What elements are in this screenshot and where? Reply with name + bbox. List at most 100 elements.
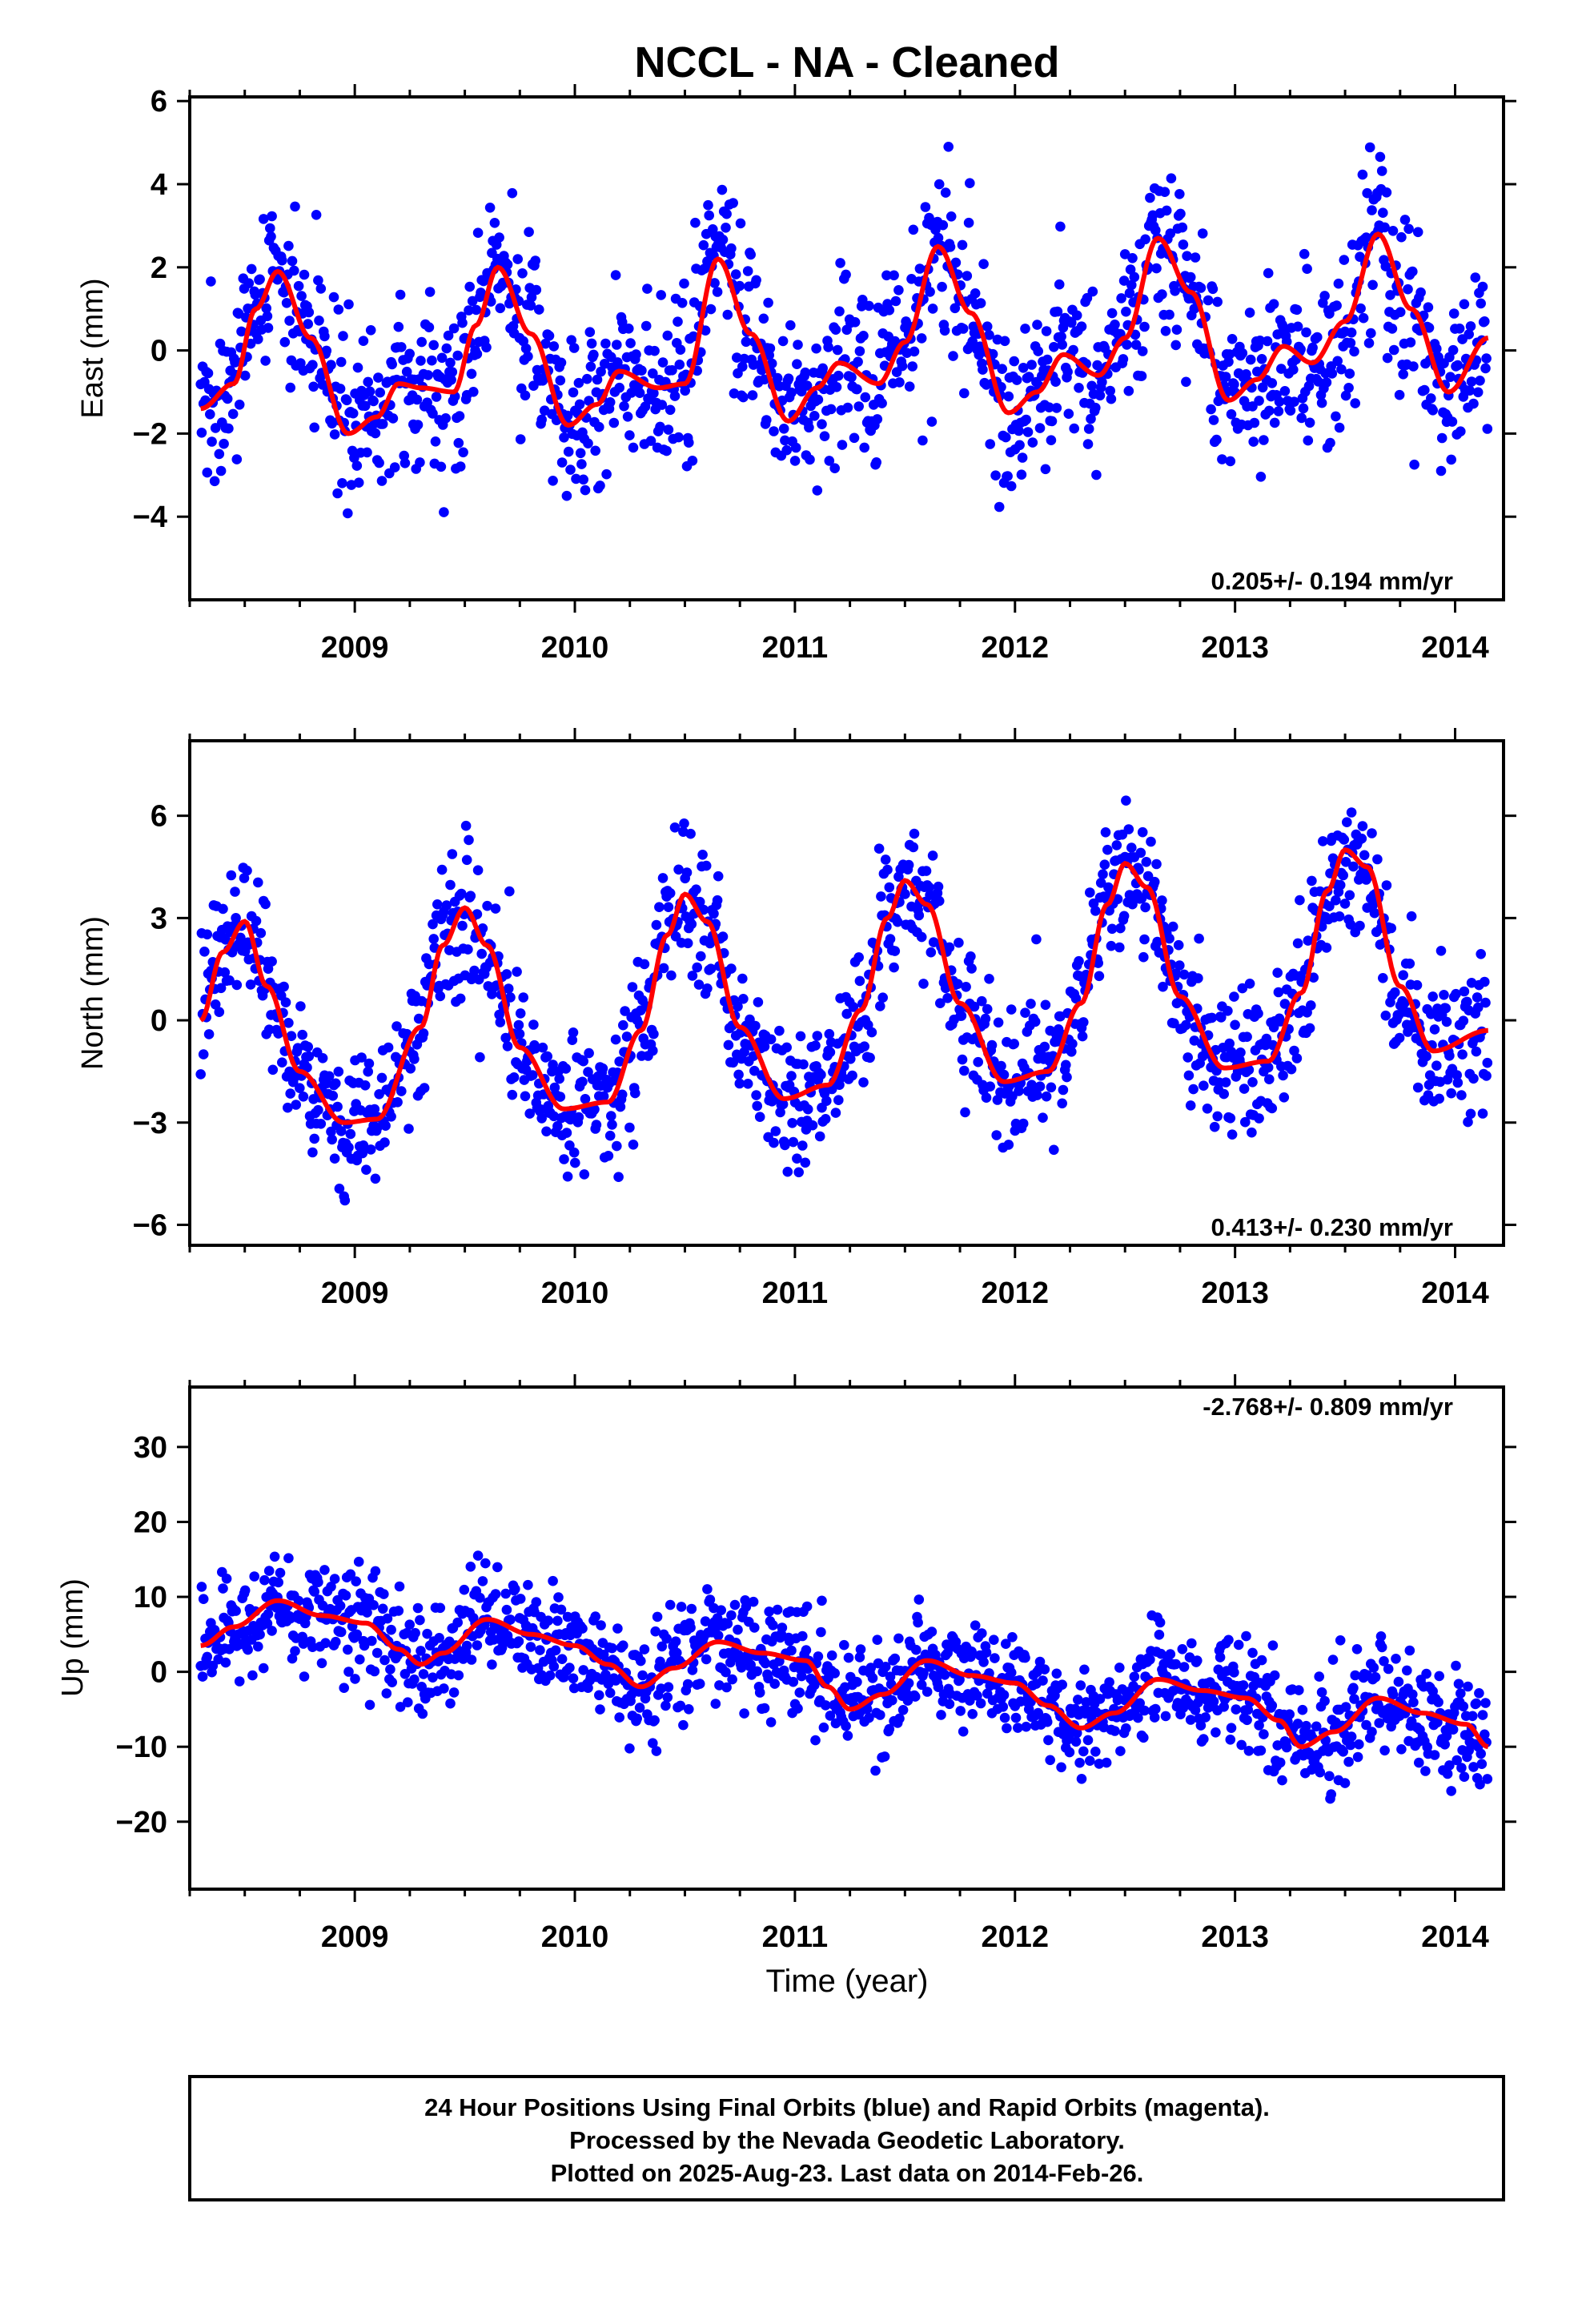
north-point <box>364 1059 375 1069</box>
up-point <box>379 1589 389 1599</box>
up-point <box>535 1645 545 1655</box>
east-point <box>925 287 935 297</box>
east-point <box>1042 355 1053 365</box>
east-point <box>1475 376 1485 386</box>
north-xtick-label: 2009 <box>321 1277 389 1310</box>
east-point <box>834 307 845 317</box>
north-xtick-label: 2012 <box>982 1277 1050 1310</box>
north-point <box>268 1065 279 1076</box>
up-point <box>270 1552 280 1562</box>
north-axis-label: North (mm) <box>76 916 110 1070</box>
up-point <box>1104 1677 1114 1687</box>
north-ytick-label: −6 <box>133 1208 167 1242</box>
north-xtick-label: 2011 <box>762 1277 828 1310</box>
up-point <box>231 1606 241 1616</box>
east-point <box>1160 187 1170 197</box>
east-point <box>1365 143 1375 153</box>
north-point <box>858 1077 869 1088</box>
north-point <box>392 1097 403 1108</box>
east-point <box>940 326 950 336</box>
up-point <box>695 1679 705 1689</box>
east-point <box>263 323 274 333</box>
east-point <box>210 476 220 487</box>
north-point <box>386 1112 396 1122</box>
north-point <box>865 1053 875 1063</box>
north-point <box>786 1071 797 1081</box>
east-point <box>1335 423 1345 433</box>
up-point <box>1247 1648 1258 1659</box>
up-point <box>1430 1750 1440 1760</box>
east-point <box>334 304 344 315</box>
up-point <box>813 1651 824 1662</box>
north-point <box>1186 1100 1196 1111</box>
east-point <box>792 359 802 369</box>
north-point <box>1226 1113 1236 1124</box>
up-point <box>1056 1763 1066 1773</box>
north-point <box>605 1131 616 1141</box>
east-point <box>978 259 989 269</box>
east-point <box>1054 279 1065 290</box>
east-point <box>658 357 669 368</box>
north-point <box>996 1061 1006 1072</box>
up-point <box>1448 1724 1459 1735</box>
east-point <box>1006 481 1017 492</box>
east-point <box>387 360 397 370</box>
east-point <box>1274 406 1284 416</box>
east-xtick-label: 2012 <box>982 631 1050 665</box>
east-point <box>575 400 585 410</box>
up-point <box>870 1766 881 1776</box>
north-data-points <box>195 795 1492 1205</box>
north-point <box>1427 991 1438 1002</box>
east-point <box>582 374 592 384</box>
up-point <box>816 1627 826 1638</box>
east-point <box>713 287 723 297</box>
east-point <box>1032 320 1042 330</box>
east-point <box>635 388 645 398</box>
up-point <box>1379 1746 1390 1756</box>
east-point <box>673 316 683 327</box>
east-point <box>285 383 295 393</box>
up-point <box>594 1691 604 1701</box>
up-point <box>716 1605 726 1615</box>
up-point <box>1138 1733 1149 1743</box>
north-point <box>199 1049 209 1059</box>
up-point <box>687 1604 697 1614</box>
north-point <box>1338 870 1348 881</box>
east-point <box>1299 249 1310 259</box>
up-point <box>551 1646 561 1656</box>
up-point <box>1150 1704 1161 1715</box>
north-point <box>1287 1064 1297 1075</box>
east-point <box>1427 405 1438 416</box>
east-point <box>624 324 634 334</box>
east-point <box>1069 424 1079 434</box>
east-point <box>377 476 387 486</box>
up-point <box>317 1659 327 1669</box>
east-point <box>394 322 404 332</box>
up-point <box>351 1576 361 1586</box>
north-point <box>328 1091 339 1101</box>
up-point <box>595 1704 605 1715</box>
east-point <box>703 200 713 211</box>
north-point <box>1157 895 1167 906</box>
east-point <box>1057 340 1067 350</box>
east-point <box>336 357 347 368</box>
north-point <box>456 994 466 1004</box>
east-point <box>290 202 300 212</box>
east-point <box>1293 322 1303 332</box>
up-point <box>1402 1666 1412 1676</box>
east-point <box>852 384 862 395</box>
up-point <box>467 1655 477 1665</box>
east-point <box>1396 232 1407 243</box>
east-point <box>1023 427 1034 437</box>
north-point <box>1295 895 1305 906</box>
up-point <box>1199 1734 1209 1744</box>
north-point <box>658 873 669 883</box>
up-point <box>839 1640 849 1651</box>
east-point <box>223 424 234 434</box>
east-point <box>1317 398 1327 408</box>
east-point <box>1471 272 1481 283</box>
east-point <box>309 423 319 433</box>
east-point <box>1074 383 1084 393</box>
east-point <box>809 411 820 421</box>
east-point <box>843 403 853 413</box>
